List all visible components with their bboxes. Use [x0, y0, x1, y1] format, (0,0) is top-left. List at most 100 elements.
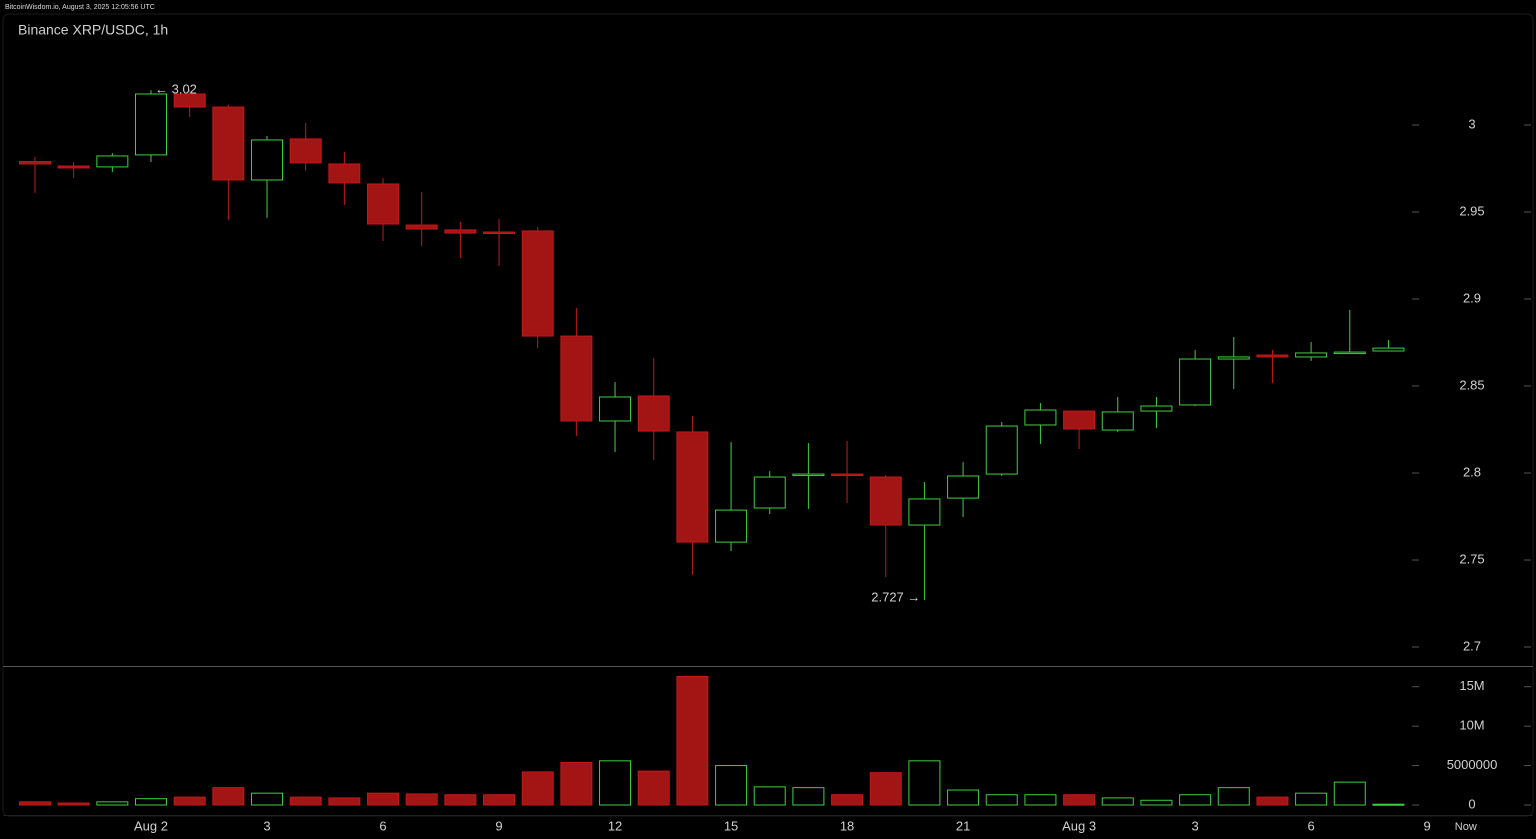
volume-bar	[1024, 794, 1057, 806]
volume-tick-label: 5000000	[1447, 757, 1498, 772]
candle-body	[947, 475, 980, 499]
candle-body	[483, 231, 516, 234]
candle-body	[831, 473, 864, 477]
candle-body	[1217, 356, 1250, 360]
candle-body	[1179, 358, 1212, 406]
volume-bar	[676, 675, 709, 806]
y-tick-label: 2.95	[1459, 203, 1484, 218]
candle-body	[1063, 410, 1096, 430]
candle-body	[985, 425, 1018, 475]
volume-bar	[1101, 797, 1134, 806]
volume-bar	[1295, 792, 1328, 806]
volume-tick-label: 10M	[1459, 718, 1484, 733]
volume-bar	[1140, 799, 1173, 806]
candle-body	[19, 161, 51, 165]
x-tick-label: 3	[263, 818, 270, 833]
candle-body	[1024, 409, 1057, 426]
annotation: 2.727 →	[871, 589, 920, 604]
volume-bar	[328, 797, 361, 806]
y-tick-label: 3	[1468, 116, 1475, 131]
chart-title: Binance XRP/USDC, 1h	[18, 22, 168, 38]
volume-bar	[869, 772, 902, 806]
volume-bar	[560, 761, 593, 806]
candle-body	[444, 229, 477, 234]
candle-body	[96, 155, 129, 168]
x-tick-label: 12	[608, 818, 622, 833]
x-tick-label: 3	[1191, 818, 1198, 833]
candle-body	[328, 163, 361, 184]
candle-body	[57, 165, 90, 169]
header: BitcoinWisdom.io, August 3, 2025 12:05:5…	[5, 4, 155, 11]
y-tick-label: 2.8	[1463, 464, 1481, 479]
volume-bar	[985, 794, 1018, 806]
candle-body	[173, 93, 206, 108]
volume-bar	[173, 796, 206, 806]
volume-bar	[483, 794, 516, 806]
x-tick-label: 9	[495, 818, 502, 833]
volume-bar	[57, 802, 90, 806]
candle-body	[1140, 405, 1173, 412]
candle-body	[908, 498, 941, 526]
volume-bar	[1256, 796, 1289, 806]
x-tick-label: 6	[1307, 818, 1314, 833]
volume-bar	[367, 792, 400, 806]
candle-body	[289, 138, 322, 164]
volume-bar	[1372, 803, 1405, 806]
candle-body	[715, 509, 748, 543]
volume-bar	[1179, 794, 1212, 806]
y-tick-label: 2.7	[1463, 638, 1481, 653]
candle-body	[251, 139, 284, 181]
volume-bar	[831, 794, 864, 806]
volume-bar	[1217, 787, 1250, 806]
volume-bar	[1333, 781, 1366, 806]
volume-bar	[251, 792, 284, 806]
volume-bar	[289, 796, 322, 806]
candle-body	[521, 230, 554, 337]
candle-body	[1101, 411, 1134, 431]
volume-bar	[212, 787, 245, 806]
x-tick-label: 21	[956, 818, 970, 833]
volume-bar	[908, 760, 941, 806]
candle-body	[1256, 354, 1289, 358]
candle-body	[1295, 352, 1328, 358]
volume-bar	[405, 793, 438, 806]
candle-body	[753, 476, 786, 509]
volume-bar	[599, 760, 632, 806]
candle-body	[135, 93, 168, 156]
volume-bar	[135, 798, 168, 806]
candle-body	[869, 476, 902, 526]
volume-bar	[1063, 794, 1096, 806]
candle-body	[676, 431, 709, 543]
x-tick-label: 15	[724, 818, 738, 833]
x-tick-label: Now	[1455, 821, 1477, 833]
x-tick-label: 6	[379, 818, 386, 833]
y-tick-label: 2.75	[1459, 551, 1484, 566]
candle-body	[367, 183, 400, 225]
y-tick-label: 2.85	[1459, 377, 1484, 392]
volume-bar	[792, 787, 825, 806]
volume-tick-label: 15M	[1459, 678, 1484, 693]
volume-bar	[444, 794, 477, 806]
volume-tick-label: 0	[1468, 796, 1475, 811]
candle-body	[560, 335, 593, 422]
volume-bar	[715, 765, 748, 806]
candle-body	[1333, 351, 1366, 355]
x-tick-label: Aug 2	[134, 818, 168, 833]
volume-bar	[947, 789, 980, 806]
candle-body	[637, 395, 670, 432]
y-tick-label: 2.9	[1463, 290, 1481, 305]
candle-body	[1372, 347, 1405, 352]
candle-body	[405, 224, 438, 230]
volume-bar	[521, 771, 554, 806]
volume-bar	[19, 801, 51, 806]
x-tick-label: 18	[840, 818, 854, 833]
volume-bar	[96, 801, 129, 806]
candle-body	[599, 396, 632, 422]
volume-bar	[637, 770, 670, 806]
annotation: ← 3.02	[155, 82, 197, 97]
x-tick-label: 9	[1424, 818, 1431, 833]
volume-bar	[753, 786, 786, 806]
x-tick-label: Aug 3	[1062, 818, 1096, 833]
candle-body	[792, 473, 825, 477]
